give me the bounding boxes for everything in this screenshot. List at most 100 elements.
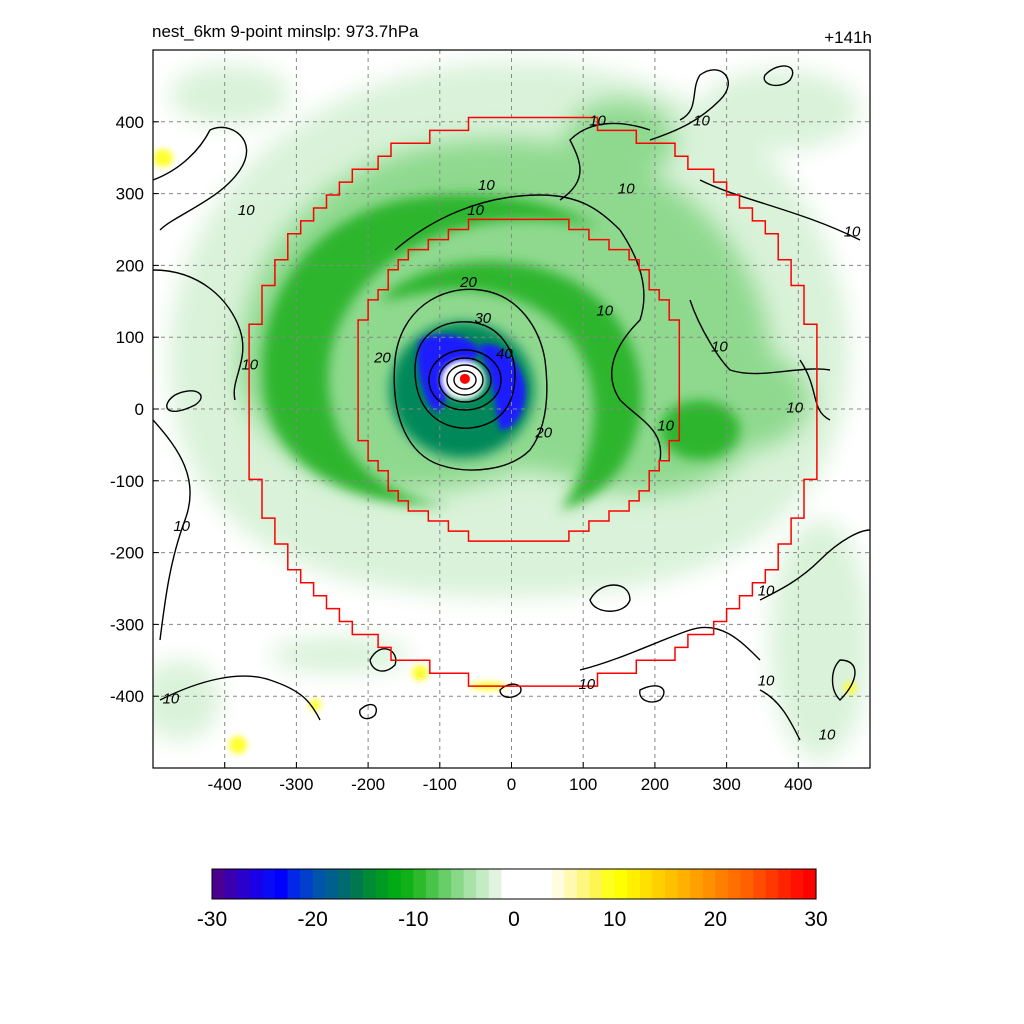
colorbar-swatch [602,869,616,899]
colorbar-swatch [501,869,515,899]
colorbar-swatch [438,869,452,899]
colorbar-swatch [325,869,339,899]
colorbar-swatch [425,869,440,899]
colorbar-swatch [665,869,679,899]
contour-label: 10 [786,400,803,417]
colorbar-swatch [514,869,528,899]
outer-nest-boundary [248,116,818,687]
colorbar-swatch [576,869,591,899]
colorbar-tick-label: 30 [804,908,827,931]
contour-label: 20 [534,425,552,442]
contour-label: 10 [657,418,674,435]
colorbar-swatch [526,869,540,899]
colorbar-swatch [287,869,301,899]
colorbar-tick-label: -20 [297,908,327,931]
colorbar-swatch [765,869,779,899]
y-tick-label: 100 [116,328,144,347]
colorbar-swatch [715,869,729,899]
contour-label: 10 [693,112,710,129]
contour-label: 10 [819,726,836,743]
y-tick-label: -200 [110,544,144,563]
contour-label: 10 [596,303,613,320]
contour-label: 40 [496,346,513,363]
colorbar-swatch [677,869,691,899]
colorbar-frame [211,868,817,900]
contour-label: 20 [459,274,477,291]
colorbar-swatch [363,869,377,899]
colorbar-swatch [413,869,427,899]
contour-label: 10 [238,202,255,219]
colorbar-swatch [614,869,628,899]
y-tick-label: 0 [135,400,144,419]
x-tick-label: -300 [279,775,313,794]
storm-center-marker [459,373,470,384]
contour-label: 10 [173,518,190,535]
x-tick-label: -400 [208,775,242,794]
x-tick-label: 100 [569,775,597,794]
colorbar-swatch [539,869,553,899]
contour-label: 10 [711,339,728,356]
contour-label: 10 [163,690,180,707]
colorbar-swatch [740,869,754,899]
colorbar-swatch [463,869,477,899]
colorbar-swatch [702,869,716,899]
colorbar-swatch [778,869,792,899]
colorbar-swatch [237,869,251,899]
colorbar-tick-label: 20 [704,908,727,931]
x-axis: -400 -300 -200 -100 0 100 200 300 400 [208,762,812,794]
colorbar-swatch [727,869,742,899]
contour-label: 10 [578,676,595,693]
x-tick-label: 0 [507,775,516,794]
colorbar-tick-label: 10 [603,908,626,931]
inner-nest-boundary [357,218,681,542]
colorbar-swatch [350,869,364,899]
contour-label: 10 [241,357,258,374]
contour-label: 10 [478,177,495,194]
contour-label: 10 [758,583,775,600]
nest-boundaries [248,116,818,687]
colorbar-swatch [589,869,603,899]
y-tick-label: 400 [116,113,144,132]
x-tick-label: -200 [351,775,385,794]
colorbar-swatch [337,869,352,899]
colorbar-swatch [388,869,402,899]
colorbar-swatch [300,869,314,899]
forecast-hour: +141h [824,28,872,47]
x-tick-label: 300 [712,775,740,794]
contour-label: 10 [844,224,861,241]
y-axis: -400 -300 -200 -100 0 100 200 300 400 [110,113,159,706]
x-tick-label: 200 [641,775,669,794]
colorbar-swatch [803,869,817,899]
colorbar-swatch [224,869,238,899]
colorbar-tick-label: 0 [508,908,520,931]
colorbar-swatch [551,869,565,899]
y-tick-label: -300 [110,615,144,634]
colorbar-swatch [652,869,666,899]
x-tick-label: -100 [423,775,457,794]
colorbar-swatch [627,869,641,899]
colorbar-swatch [312,869,326,899]
contour-label: 10 [758,672,775,689]
colorbar-swatch [753,869,767,899]
colorbar-swatch [400,869,414,899]
colorbar-swatch [564,869,578,899]
colorbar-swatch [488,869,503,899]
colorbar-swatch [790,869,805,899]
contour-label: 10 [618,181,635,198]
colorbar-swatch [375,869,389,899]
y-tick-label: -100 [110,472,144,491]
contour-label: 30 [474,310,491,327]
colorbar-swatch [274,869,289,899]
colorbar-swatch [690,869,704,899]
x-tick-label: 400 [784,775,812,794]
filled-contour-field [153,61,870,760]
contour-label: 10 [467,202,484,219]
colorbar-tick-label: -30 [197,908,227,931]
colorbar-swatch [639,869,654,899]
contour-label: 20 [373,349,391,366]
colorbar [211,868,817,900]
colorbar-ticks: -30 -20 -10 0 10 20 30 [197,908,828,931]
colorbar-swatch [476,869,490,899]
colorbar-swatch [262,869,276,899]
